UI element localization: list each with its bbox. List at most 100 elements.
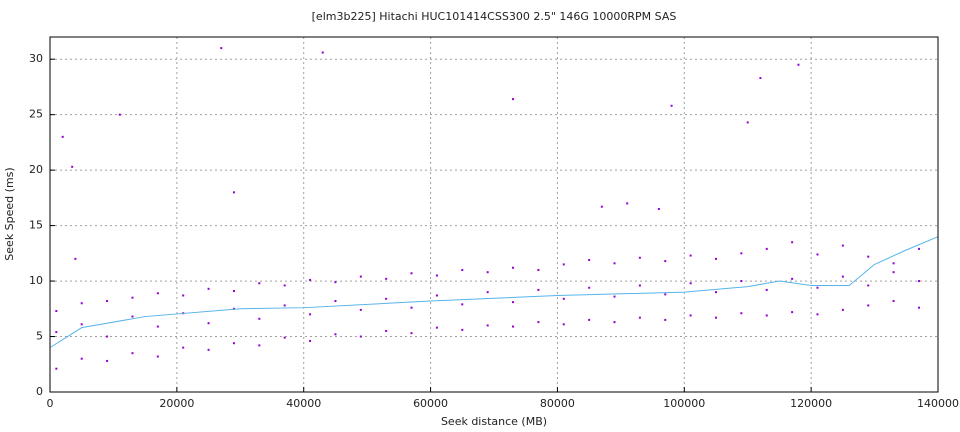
y-tick-label: 25 [29, 108, 43, 121]
point [613, 262, 616, 265]
point [715, 257, 717, 260]
point [55, 367, 58, 370]
y-tick-label: 0 [36, 385, 43, 398]
point [917, 280, 920, 283]
x-tick-label: 120000 [790, 397, 832, 410]
point [435, 274, 438, 277]
point [797, 63, 800, 66]
point [71, 165, 74, 168]
point [156, 292, 159, 295]
point [131, 296, 134, 299]
point [816, 313, 819, 316]
point [182, 346, 185, 349]
point [74, 257, 77, 260]
point [385, 329, 388, 332]
point [156, 325, 159, 328]
point [867, 304, 870, 307]
point [309, 313, 312, 316]
point [283, 304, 286, 307]
point [232, 191, 235, 194]
point [359, 308, 362, 311]
point [689, 254, 692, 257]
point [791, 311, 794, 314]
x-tick-label: 140000 [917, 397, 959, 410]
point [664, 260, 667, 263]
point [664, 293, 667, 296]
point [461, 328, 464, 331]
point [670, 104, 673, 107]
point [512, 266, 515, 269]
point [657, 207, 660, 210]
point [867, 284, 870, 287]
point [715, 316, 717, 319]
point [537, 288, 540, 291]
point [486, 324, 489, 327]
point [638, 284, 641, 287]
point [562, 323, 565, 326]
point [759, 77, 762, 80]
point [740, 280, 743, 283]
point [334, 333, 337, 336]
point [841, 308, 844, 311]
point [309, 339, 312, 342]
point [537, 321, 540, 324]
chart-title: [elm3b225] Hitachi HUC101414CSS300 2.5" … [312, 10, 677, 23]
point [917, 306, 920, 309]
point [626, 202, 629, 205]
y-tick-label: 20 [29, 163, 43, 176]
point [385, 277, 388, 280]
point [118, 113, 121, 116]
point [613, 295, 616, 298]
point [258, 344, 261, 347]
point [220, 47, 223, 50]
x-tick-label: 60000 [413, 397, 448, 410]
x-tick-label: 20000 [159, 397, 194, 410]
point [410, 332, 413, 335]
y-axis-label: Seek Speed (ms) [3, 167, 16, 260]
point [55, 310, 58, 313]
point [689, 314, 692, 317]
point [232, 342, 235, 345]
point [588, 286, 591, 289]
point [562, 263, 565, 266]
point [283, 336, 286, 339]
point [841, 244, 844, 247]
point [765, 247, 768, 250]
point [664, 318, 667, 321]
y-tick-label: 30 [29, 52, 43, 65]
point [512, 301, 515, 304]
point [359, 275, 362, 278]
x-tick-label: 100000 [663, 397, 705, 410]
point [740, 252, 743, 255]
x-tick-label: 80000 [540, 397, 575, 410]
plot-frame [49, 36, 939, 393]
point [207, 348, 210, 351]
point [359, 335, 362, 338]
point [156, 355, 159, 358]
point [689, 282, 692, 285]
point [791, 277, 794, 280]
point [816, 253, 819, 256]
point [512, 325, 515, 328]
point [258, 282, 261, 285]
point [600, 205, 603, 208]
y-tick-label: 15 [29, 219, 43, 232]
point [917, 247, 920, 250]
point [232, 290, 235, 293]
point [232, 307, 235, 310]
point [461, 268, 464, 271]
point [334, 300, 337, 303]
y-tick-label: 5 [36, 330, 43, 343]
point [106, 359, 109, 362]
x-tick-label: 0 [47, 397, 54, 410]
point [207, 322, 210, 325]
point [486, 271, 489, 274]
point [435, 326, 438, 329]
point [207, 287, 210, 290]
point [892, 300, 895, 303]
point [791, 241, 794, 244]
point [309, 278, 312, 281]
point [410, 272, 413, 275]
